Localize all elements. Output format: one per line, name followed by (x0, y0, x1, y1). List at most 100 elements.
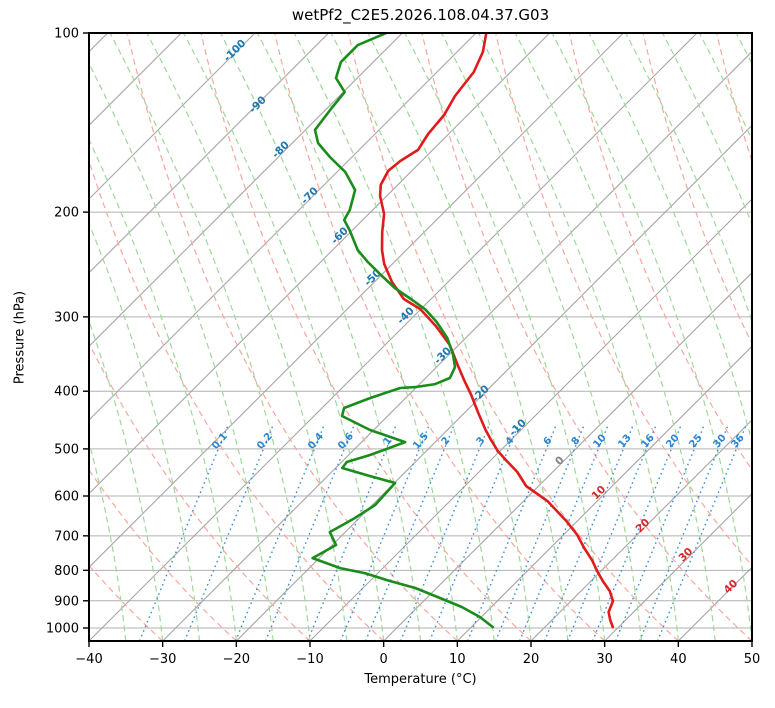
dry-adiabat-line (642, 33, 752, 345)
x-tick-label: 50 (744, 652, 761, 667)
mixing-ratio-line (656, 423, 748, 641)
mixing-ratio-line (466, 423, 558, 641)
chart-title: wetPf2_C2E5.2026.108.04.37.G03 (291, 6, 550, 24)
y-tick-label: 600 (54, 490, 79, 505)
moist-adiabat-line (514, 33, 716, 641)
moist-adiabat-line (89, 138, 237, 641)
moist-adiabat-line (625, 33, 752, 324)
isotherm-line (604, 492, 752, 641)
x-tick-label: −20 (223, 652, 250, 667)
moist-adiabat-line (551, 33, 752, 641)
mixing-ratio-line (494, 423, 586, 641)
isotherm-line (162, 50, 752, 641)
plot-contents: -100-90-80-70-60-50-40-30-20-10010203040… (0, 33, 752, 641)
moist-adiabat-line (89, 635, 90, 641)
x-tick-label: −30 (149, 652, 176, 667)
mixing-ratio-line (339, 423, 431, 641)
moist-adiabat-line (735, 33, 752, 66)
moist-adiabat-line (109, 33, 311, 641)
isotherm-line (89, 33, 256, 200)
axes-frame (88, 32, 753, 642)
isotherm-label: -70 (299, 185, 321, 207)
isotherm-label: -90 (247, 94, 269, 116)
isotherm-line (89, 33, 698, 641)
mixing-ratio-line (264, 423, 356, 641)
isotherm-line (89, 33, 403, 348)
isotherm-line (89, 33, 109, 53)
isotherm-line (383, 271, 752, 641)
moist-adiabat-line (367, 33, 569, 641)
moist-adiabat-line (89, 222, 201, 641)
dewpoint-curve (311, 33, 494, 629)
moist-adiabat-line (219, 33, 422, 641)
isotherm-line (89, 33, 624, 569)
dry-adiabat-line (716, 33, 752, 164)
mixing-ratio-label: 16 (639, 432, 656, 450)
x-tick-label: −40 (75, 652, 102, 667)
isotherm-label: 30 (676, 545, 695, 564)
mixing-ratio-line (518, 423, 610, 641)
dry-adiabat-line (421, 33, 752, 641)
moist-adiabat-line (146, 33, 348, 641)
dry-adiabat-line (495, 33, 752, 567)
isotherm-label: 10 (589, 483, 608, 502)
y-tick-label: 800 (54, 564, 79, 579)
y-tick-label: 900 (54, 594, 79, 609)
mixing-ratio-label: 36 (729, 432, 746, 450)
dry-adiabat-line (89, 468, 237, 641)
mixing-ratio-line (399, 423, 491, 641)
dry-adiabat-line (89, 159, 385, 641)
mixing-ratio-label: 10 (591, 432, 608, 450)
moist-adiabat-line (661, 33, 752, 226)
x-tick-label: 40 (670, 652, 687, 667)
y-tick-label: 1000 (46, 622, 79, 637)
moist-adiabat-line (293, 33, 495, 641)
moist-adiabat-line (89, 319, 164, 641)
moist-adiabat-line (588, 33, 752, 445)
isotherm-line (456, 345, 752, 641)
isotherm-label: 20 (633, 516, 652, 535)
mixing-ratio-label: 20 (664, 432, 681, 450)
isotherm-line (89, 33, 477, 421)
moist-adiabat-line (477, 33, 679, 641)
isotherm-label: 0 (553, 454, 567, 468)
isotherm-line (89, 33, 551, 495)
isotherm-line (751, 640, 752, 641)
moist-adiabat-line (698, 33, 752, 142)
isotherm-line (530, 419, 752, 641)
mixing-ratio-line (543, 423, 635, 641)
mixing-ratio-line (234, 423, 326, 641)
mixing-ratio-label: 8 (570, 435, 583, 447)
moist-adiabat-line (183, 33, 385, 641)
temperature-curve (378, 33, 615, 629)
mixing-ratio-label: 6 (542, 435, 555, 447)
y-tick-label: 700 (54, 529, 79, 544)
dry-adiabat-line (89, 342, 311, 641)
mixing-ratio-line (566, 423, 658, 641)
isotherm-line (309, 198, 752, 641)
mixing-ratio-label: 13 (616, 432, 633, 450)
isotherm-line (677, 566, 752, 641)
y-tick-label: 200 (54, 206, 79, 221)
isotherm-line (89, 33, 330, 274)
y-tick-label: 100 (54, 27, 79, 42)
isotherm-label: -80 (270, 139, 292, 161)
mixing-ratio-line (428, 423, 520, 641)
x-tick-label: 0 (380, 652, 388, 667)
y-tick-label: 500 (54, 442, 79, 457)
isotherm-line (0, 33, 34, 641)
moist-adiabat-line (440, 33, 643, 641)
dry-adiabat-line (274, 33, 606, 641)
dry-adiabat-line (347, 33, 679, 641)
x-tick-label: −10 (296, 652, 323, 667)
moist-adiabat-line (330, 33, 532, 641)
mixing-ratio-line (614, 423, 706, 641)
x-tick-label: 30 (596, 652, 613, 667)
dry-adiabat-line (200, 33, 532, 641)
y-tick-label: 400 (54, 385, 79, 400)
isotherm-line (89, 33, 182, 127)
mixing-ratio-line (638, 423, 730, 641)
moist-adiabat-line (89, 62, 274, 641)
x-tick-label: 20 (523, 652, 540, 667)
